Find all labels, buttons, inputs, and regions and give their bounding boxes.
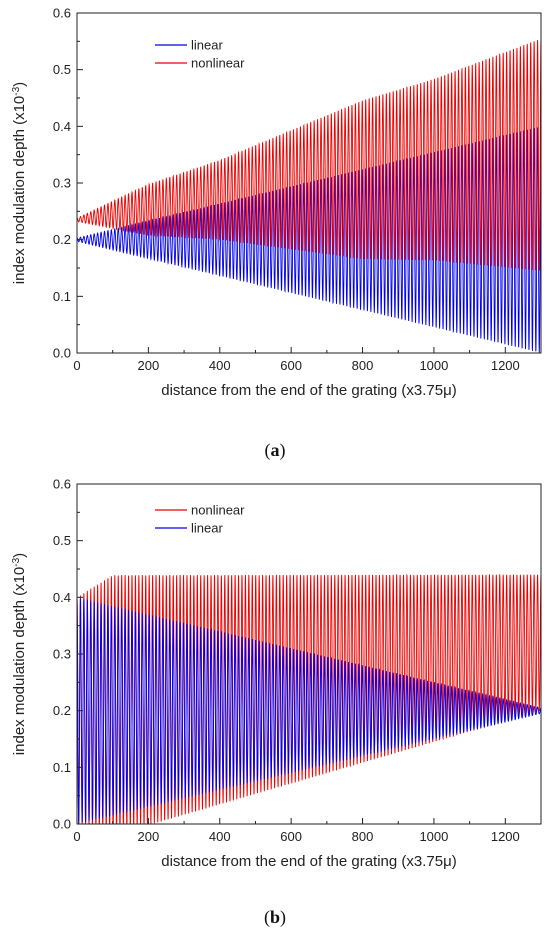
x-tick-label-a: 600 [280, 358, 302, 373]
series-linear-a [77, 126, 541, 353]
y-axis-label-b: index modulation depth (x10-3) [11, 553, 28, 755]
y-tick-label-a: 0.0 [53, 346, 71, 361]
x-tick-label-b: 1200 [491, 829, 520, 844]
y-tick-label-a: 0.6 [53, 6, 71, 21]
series-nonlinear-b [77, 573, 541, 824]
y-tick-label-a: 0.2 [53, 232, 71, 247]
x-tick-label-b: 0 [73, 829, 80, 844]
x-tick-label-b: 200 [138, 829, 160, 844]
y-tick-label-b: 0.6 [53, 477, 71, 492]
x-tick-label-a: 0 [73, 358, 80, 373]
x-axis-label-a: distance from the end of the grating (x3… [161, 382, 456, 399]
x-axis-label-b: distance from the end of the grating (x3… [161, 853, 456, 870]
y-tick-label-b: 0.1 [53, 760, 71, 775]
legend-label-linear-a: linear [191, 38, 223, 53]
x-tick-label-a: 1000 [419, 358, 448, 373]
x-tick-label-a: 800 [352, 358, 374, 373]
y-tick-label-b: 0.0 [53, 817, 71, 832]
y-tick-label-a: 0.4 [53, 119, 71, 134]
x-tick-label-b: 600 [280, 829, 302, 844]
series-linear-b [77, 597, 541, 824]
series-nonlinear-a [77, 38, 541, 271]
legend-label-nonlinear-b: nonlinear [191, 503, 245, 518]
legend-label-nonlinear-a: nonlinear [191, 56, 245, 71]
x-tick-label-b: 1000 [419, 829, 448, 844]
y-tick-label-a: 0.1 [53, 289, 71, 304]
panel-b: index modulation depth (x10-3) distance … [11, 477, 542, 928]
y-tick-label-a: 0.3 [53, 176, 71, 191]
y-tick-label-b: 0.2 [53, 703, 71, 718]
panel-a: index modulation depth (x10-3) distance … [11, 6, 542, 461]
x-tick-label-b: 800 [352, 829, 374, 844]
y-tick-label-b: 0.5 [53, 533, 71, 548]
legend-label-linear-b: linear [191, 521, 223, 536]
y-tick-label-b: 0.3 [53, 647, 71, 662]
y-axis-label-a: index modulation depth (x10-3) [11, 82, 28, 284]
caption-a: (a) [265, 440, 286, 461]
x-tick-label-b: 400 [209, 829, 231, 844]
x-tick-label-a: 200 [138, 358, 160, 373]
caption-b: (b) [264, 907, 286, 928]
x-tick-label-a: 400 [209, 358, 231, 373]
y-tick-label-b: 0.4 [53, 590, 71, 605]
y-tick-label-a: 0.5 [53, 62, 71, 77]
x-tick-label-a: 1200 [491, 358, 520, 373]
